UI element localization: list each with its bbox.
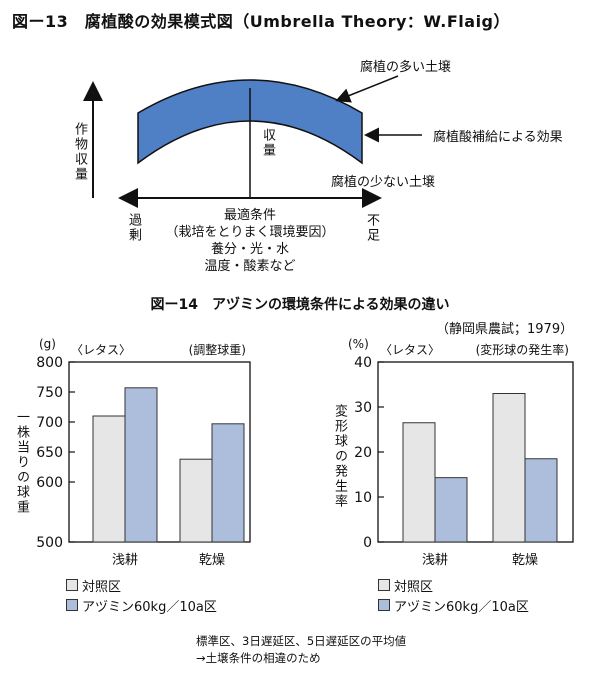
- right-y-tick-label: 20: [354, 445, 372, 461]
- optimum-line-4: 温度・酸素など: [204, 259, 296, 274]
- figure13-title: 図ー13 腐植酸の効果模式図（Umbrella Theory：W.Flaig）: [12, 12, 511, 31]
- legend-item-control: 対照区: [66, 578, 217, 598]
- footnote-1: 標準区、3日遅延区、5日遅延区の平均値: [196, 634, 407, 648]
- legend-label: 対照区: [82, 580, 122, 595]
- optimum-conditions-text: 最適条件 （栽培をとりまく環境要因） 養分・光・水 温度・酸素など: [150, 207, 350, 275]
- left-category-label: 浅耕: [112, 552, 138, 568]
- optimum-line-2: （栽培をとりまく環境要因）: [165, 225, 335, 240]
- deficit-label: 不足: [364, 213, 379, 243]
- rich-soil-label: 腐植の多い土壌: [360, 60, 452, 75]
- poor-soil-label: 腐植の少ない土壌: [331, 175, 436, 190]
- left-y-tick-label: 500: [36, 535, 63, 551]
- right-y-tick-label: 40: [354, 355, 372, 371]
- legend-swatch-treatment: [66, 599, 78, 611]
- right-subtitle: (変形球の発生率): [476, 342, 569, 357]
- figure14-source: （静岡県農試；1979）: [436, 322, 574, 337]
- right-y-tick-label: 0: [363, 535, 372, 551]
- legend-item-treatment: アヅミン60kg／10a区: [66, 598, 217, 618]
- left-y-tick-label: 800: [36, 355, 63, 371]
- left-subtitle: (調整球重): [189, 342, 246, 357]
- yield-center-label: 収量: [260, 128, 275, 158]
- left-category-label: 乾燥: [199, 553, 225, 568]
- left-y-axis-title: 一株当りの球重: [14, 410, 29, 515]
- right-y-axis-title: 変形球の発生率: [332, 404, 347, 509]
- legend-item-control: 対照区: [378, 578, 529, 598]
- left-bar-treatment: [124, 387, 158, 543]
- left-unit-label: (g): [39, 337, 56, 351]
- legend-swatch-control: [378, 579, 390, 591]
- left-bar-control: [92, 415, 126, 543]
- left-crop-label: 〈レタス〉: [71, 343, 131, 357]
- right-bar-treatment: [524, 458, 558, 543]
- umbrella-diagram: [83, 75, 422, 208]
- figure14-title: 図ー14 アヅミンの環境条件による効果の違い: [150, 297, 450, 313]
- left-legend: 対照区 アヅミン60kg／10a区: [66, 578, 217, 618]
- legend-swatch-treatment: [378, 599, 390, 611]
- excess-label: 過剰: [126, 213, 141, 243]
- left-bar-treatment: [211, 423, 245, 543]
- right-bar-control: [402, 422, 436, 543]
- left-y-tick-label: 600: [36, 475, 63, 491]
- left-y-tick-label: 650: [36, 445, 63, 461]
- optimum-line-3: 養分・光・水: [210, 242, 289, 257]
- legend-label: アヅミン60kg／10a区: [394, 600, 529, 615]
- optimum-line-1: 最適条件: [223, 208, 276, 223]
- right-crop-label: 〈レタス〉: [380, 343, 440, 357]
- umbrella-band: [137, 79, 363, 165]
- legend-item-treatment: アヅミン60kg／10a区: [378, 598, 529, 618]
- right-bar-treatment: [434, 477, 468, 543]
- legend-swatch-control: [66, 579, 78, 591]
- right-category-label: 浅耕: [422, 552, 448, 568]
- supply-effect-label: 腐植酸補給による効果: [433, 130, 563, 145]
- right-y-tick-label: 30: [354, 400, 372, 416]
- left-bar-control: [179, 458, 213, 543]
- legend-label: 対照区: [394, 580, 434, 595]
- right-legend: 対照区 アヅミン60kg／10a区: [378, 578, 529, 618]
- right-y-tick-label: 10: [354, 490, 372, 506]
- right-bar-control: [492, 393, 526, 543]
- yield-axis-label: 作物収量: [72, 122, 87, 182]
- footnote-2: →土壌条件の相違のため: [196, 651, 321, 665]
- left-y-tick-label: 750: [36, 385, 63, 401]
- left-y-tick-label: 700: [36, 415, 63, 431]
- footnotes: 標準区、3日遅延区、5日遅延区の平均値 →土壌条件の相違のため: [196, 633, 406, 667]
- right-category-label: 乾燥: [512, 553, 538, 568]
- rich-soil-pointer: [335, 75, 399, 103]
- legend-label: アヅミン60kg／10a区: [82, 600, 217, 615]
- right-unit-label: (%): [348, 337, 369, 351]
